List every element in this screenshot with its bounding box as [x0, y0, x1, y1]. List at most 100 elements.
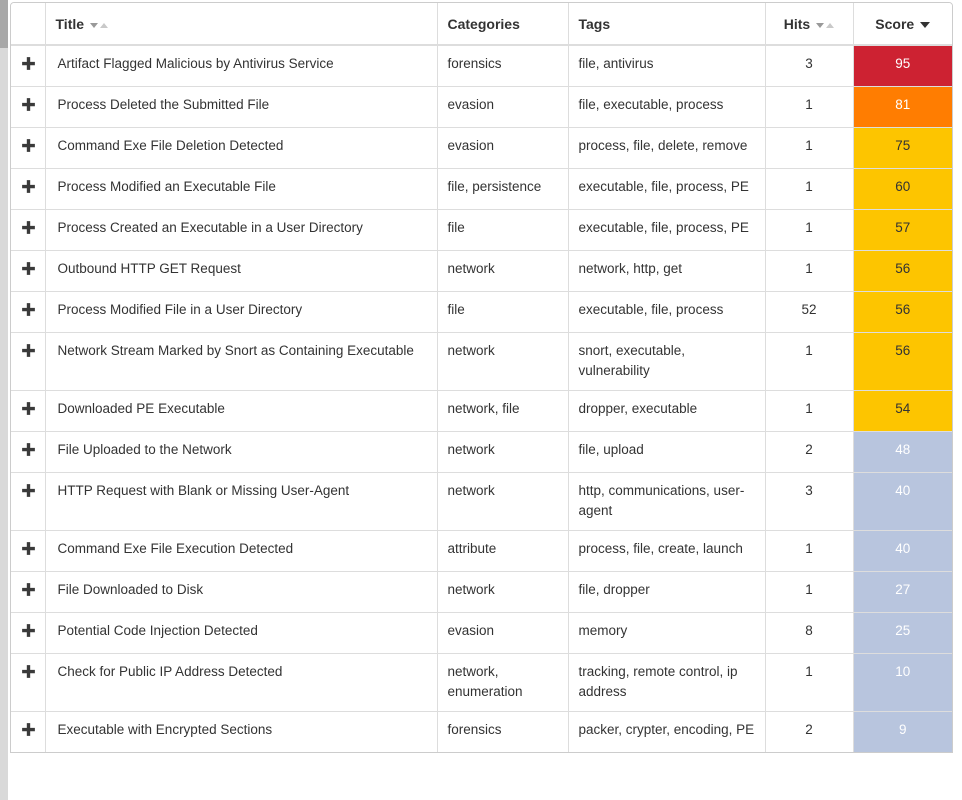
signature-categories: evasion — [436, 612, 568, 654]
signature-score-badge: 56 — [852, 250, 952, 292]
signature-hits: 1 — [764, 168, 853, 210]
signature-hits: 2 — [764, 431, 853, 473]
signature-categories: network — [436, 571, 568, 613]
table-row: Check for Public IP Address Detected net… — [11, 653, 952, 712]
column-header-score-label: Score — [875, 16, 915, 32]
signature-categories: network, enumeration — [436, 653, 568, 712]
signature-categories: file, persistence — [436, 168, 568, 210]
signature-tags: executable, file, process — [567, 291, 765, 333]
signature-hits: 3 — [764, 44, 853, 87]
column-header-tags[interactable]: Tags — [567, 3, 765, 46]
signature-categories: attribute — [436, 530, 568, 572]
signature-title: Outbound HTTP GET Request — [44, 250, 437, 292]
plus-icon — [21, 623, 36, 638]
signature-tags: memory — [567, 612, 765, 654]
signature-title: Check for Public IP Address Detected — [44, 653, 437, 712]
expand-row-button[interactable] — [11, 530, 45, 572]
sort-down-icon — [90, 22, 99, 28]
signature-hits: 52 — [764, 291, 853, 333]
signature-title: Potential Code Injection Detected — [44, 612, 437, 654]
expand-row-button[interactable] — [11, 390, 45, 432]
plus-icon — [21, 483, 36, 498]
signature-title: Downloaded PE Executable — [44, 390, 437, 432]
table-row: Downloaded PE Executable network, file d… — [11, 390, 952, 432]
signature-score-badge: 54 — [852, 390, 952, 432]
signature-title: Artifact Flagged Malicious by Antivirus … — [44, 44, 437, 87]
expand-row-button[interactable] — [11, 127, 45, 169]
table-row: Process Created an Executable in a User … — [11, 209, 952, 251]
table-row: Process Modified File in a User Director… — [11, 291, 952, 333]
sort-up-icon — [100, 22, 109, 28]
expand-row-button[interactable] — [11, 431, 45, 473]
column-header-title[interactable]: Title — [44, 3, 437, 46]
signature-categories: forensics — [436, 44, 568, 87]
signature-score-badge: 48 — [852, 431, 952, 473]
table-row: File Uploaded to the Network network fil… — [11, 431, 952, 473]
expand-row-button[interactable] — [11, 653, 45, 712]
signature-hits: 1 — [764, 653, 853, 712]
signature-categories: file — [436, 291, 568, 333]
signature-title: File Uploaded to the Network — [44, 431, 437, 473]
table-row: Outbound HTTP GET Request network networ… — [11, 250, 952, 292]
plus-icon — [21, 442, 36, 457]
signature-score-badge: 75 — [852, 127, 952, 169]
plus-icon — [21, 541, 36, 556]
column-header-categories[interactable]: Categories — [436, 3, 568, 46]
expand-row-button[interactable] — [11, 291, 45, 333]
sort-down-icon — [816, 22, 825, 28]
signature-categories: network — [436, 250, 568, 292]
signature-tags: dropper, executable — [567, 390, 765, 432]
signature-hits: 1 — [764, 127, 853, 169]
expand-row-button[interactable] — [11, 86, 45, 128]
table-header: Title Categories Tags Hits Score — [11, 3, 952, 46]
signature-categories: forensics — [436, 711, 568, 752]
plus-icon — [21, 302, 36, 317]
expand-row-button[interactable] — [11, 711, 45, 752]
table-row: Command Exe File Execution Detected attr… — [11, 530, 952, 572]
left-scrollbar[interactable] — [0, 0, 8, 800]
column-header-score[interactable]: Score — [852, 3, 952, 46]
signature-title: Process Deleted the Submitted File — [44, 86, 437, 128]
signature-score-badge: 27 — [852, 571, 952, 613]
expand-row-button[interactable] — [11, 612, 45, 654]
plus-icon — [21, 401, 36, 416]
signature-hits: 1 — [764, 250, 853, 292]
signature-hits: 1 — [764, 390, 853, 432]
signature-score-badge: 95 — [852, 44, 952, 87]
expand-row-button[interactable] — [11, 209, 45, 251]
plus-icon — [21, 138, 36, 153]
table-row: Executable with Encrypted Sections foren… — [11, 711, 952, 752]
plus-icon — [21, 722, 36, 737]
expand-row-button[interactable] — [11, 472, 45, 531]
signature-score-badge: 56 — [852, 291, 952, 333]
plus-icon — [21, 179, 36, 194]
expand-row-button[interactable] — [11, 571, 45, 613]
signature-title: Command Exe File Execution Detected — [44, 530, 437, 572]
expand-row-button[interactable] — [11, 332, 45, 391]
expand-row-button[interactable] — [11, 44, 45, 87]
column-header-hits[interactable]: Hits — [764, 3, 853, 46]
signature-title: Command Exe File Deletion Detected — [44, 127, 437, 169]
signature-categories: evasion — [436, 127, 568, 169]
sort-icons — [90, 16, 109, 32]
signature-title: Process Modified an Executable File — [44, 168, 437, 210]
signature-categories: network, file — [436, 390, 568, 432]
column-header-expand — [11, 3, 45, 46]
expand-row-button[interactable] — [11, 250, 45, 292]
left-scrollbar-thumb[interactable] — [0, 0, 8, 48]
signature-title: Network Stream Marked by Snort as Contai… — [44, 332, 437, 391]
table-row: Artifact Flagged Malicious by Antivirus … — [11, 44, 952, 87]
sort-icons — [816, 16, 835, 32]
signature-hits: 1 — [764, 209, 853, 251]
signature-hits: 1 — [764, 571, 853, 613]
signature-hits: 3 — [764, 472, 853, 531]
signature-hits: 1 — [764, 530, 853, 572]
plus-icon — [21, 343, 36, 358]
signature-tags: executable, file, process, PE — [567, 209, 765, 251]
signature-tags: snort, executable, vulnerability — [567, 332, 765, 391]
signature-title: File Downloaded to Disk — [44, 571, 437, 613]
table-row: Command Exe File Deletion Detected evasi… — [11, 127, 952, 169]
table-row: File Downloaded to Disk network file, dr… — [11, 571, 952, 613]
signature-hits: 1 — [764, 332, 853, 391]
expand-row-button[interactable] — [11, 168, 45, 210]
